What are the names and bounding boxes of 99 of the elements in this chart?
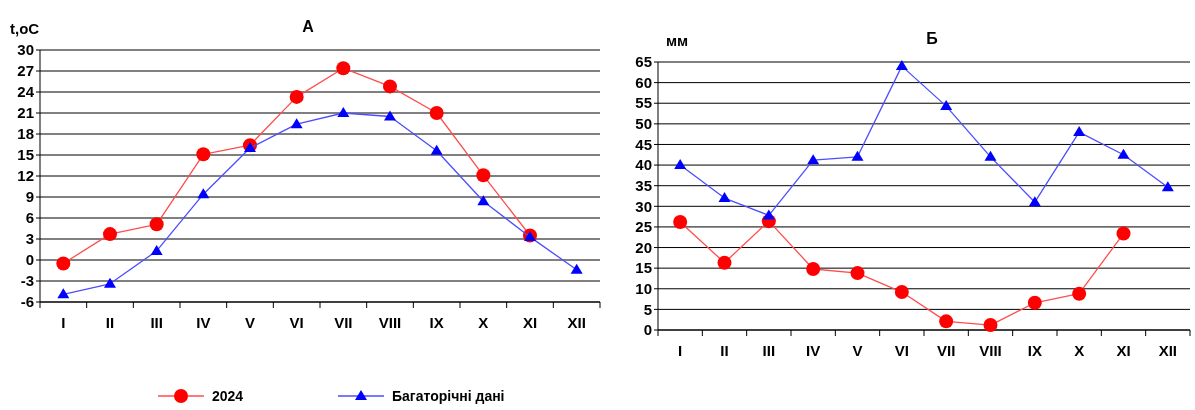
y-tick-label: 55 — [635, 94, 652, 112]
point — [939, 314, 954, 329]
y-tick-label: 30 — [635, 197, 652, 215]
legend-label: 2024 — [212, 387, 244, 404]
point — [1028, 196, 1041, 207]
x-tick-label: IX — [1027, 342, 1042, 359]
y-tick-label: -6 — [20, 293, 34, 311]
point — [1027, 295, 1042, 310]
point — [984, 150, 997, 161]
y-axis-title: t,oC — [10, 20, 40, 37]
y-tick-label: 21 — [17, 104, 34, 122]
x-tick-label: VIII — [979, 342, 1002, 359]
point — [57, 288, 70, 299]
point — [717, 255, 732, 270]
point — [1117, 148, 1130, 159]
x-tick-label: III — [150, 314, 163, 331]
point — [1116, 226, 1131, 241]
point — [149, 217, 164, 232]
x-tick-label: XI — [1116, 342, 1131, 359]
point — [384, 110, 396, 121]
y-tick-label: 12 — [17, 167, 34, 185]
point — [56, 256, 71, 271]
y-tick-label: 10 — [635, 280, 652, 298]
y-tick-label: 15 — [635, 259, 652, 277]
chart-title: А — [302, 18, 315, 35]
x-tick-label: VI — [289, 314, 304, 331]
x-tick-label: I — [678, 342, 683, 359]
point — [673, 214, 688, 229]
point — [894, 285, 909, 300]
point — [337, 107, 350, 117]
point — [674, 159, 687, 170]
x-tick-label: V — [244, 314, 256, 331]
legend-label: Багаторічні дані — [392, 387, 505, 404]
x-tick-label: I — [61, 314, 66, 331]
point — [476, 168, 491, 183]
y-tick-label: 65 — [635, 53, 652, 71]
y-tick-label: 35 — [635, 176, 652, 194]
x-tick-label: VIII — [378, 314, 402, 331]
point — [1073, 126, 1086, 137]
x-tick-label: IV — [806, 342, 821, 359]
point — [1072, 286, 1087, 301]
point — [570, 263, 583, 274]
point — [244, 142, 256, 152]
x-tick-label: X — [478, 314, 489, 331]
x-tick-label: VII — [936, 342, 956, 359]
y-tick-label: 40 — [635, 156, 652, 174]
point — [940, 100, 953, 111]
y-tick-label: 27 — [17, 62, 34, 80]
y-tick-label: 24 — [17, 83, 35, 101]
point — [983, 318, 998, 333]
x-tick-label: VI — [894, 342, 909, 359]
point — [336, 61, 351, 76]
x-tick-label: V — [852, 342, 863, 359]
point — [196, 147, 211, 162]
y-tick-label: 5 — [643, 300, 652, 318]
y-tick-label: 18 — [17, 125, 34, 143]
point — [103, 227, 117, 242]
x-tick-label: III — [762, 342, 776, 359]
x-tick-label: XII — [567, 314, 586, 331]
y-tick-label: 30 — [17, 41, 34, 59]
y-tick-label: 6 — [25, 209, 34, 227]
point — [430, 144, 443, 155]
chart-title: Б — [926, 30, 938, 47]
y-tick-label: -3 — [20, 272, 34, 290]
y-tick-label: 3 — [25, 230, 34, 248]
point — [290, 118, 303, 129]
point — [895, 60, 908, 71]
x-tick-label: XII — [1158, 342, 1178, 359]
point — [850, 266, 865, 281]
point — [718, 192, 731, 203]
x-tick-label: II — [105, 314, 115, 331]
point — [197, 188, 210, 199]
y-tick-label: 20 — [635, 238, 652, 256]
y-tick-label: 45 — [635, 135, 652, 153]
point — [289, 89, 304, 104]
y-tick-label: 0 — [25, 251, 34, 269]
x-tick-label: IV — [196, 314, 211, 331]
x-tick-label: X — [1074, 342, 1085, 359]
point — [150, 244, 163, 255]
point — [104, 277, 116, 288]
x-tick-label: IX — [429, 314, 444, 331]
y-tick-label: 25 — [635, 218, 652, 236]
y-tick-label: 0 — [643, 321, 652, 339]
y-axis-title: мм — [666, 32, 689, 49]
x-tick-label: XI — [522, 314, 538, 331]
point — [762, 209, 775, 220]
point — [807, 154, 820, 165]
x-tick-label: VII — [334, 314, 353, 331]
y-tick-label: 15 — [17, 146, 34, 164]
point — [806, 261, 821, 276]
y-tick-label: 50 — [635, 115, 652, 133]
point — [383, 79, 397, 94]
point — [1161, 181, 1174, 192]
point — [429, 106, 444, 120]
y-tick-label: 60 — [635, 73, 652, 91]
x-tick-label: II — [720, 342, 729, 359]
point — [477, 195, 490, 206]
y-tick-label: 9 — [25, 188, 34, 206]
point — [851, 150, 864, 161]
